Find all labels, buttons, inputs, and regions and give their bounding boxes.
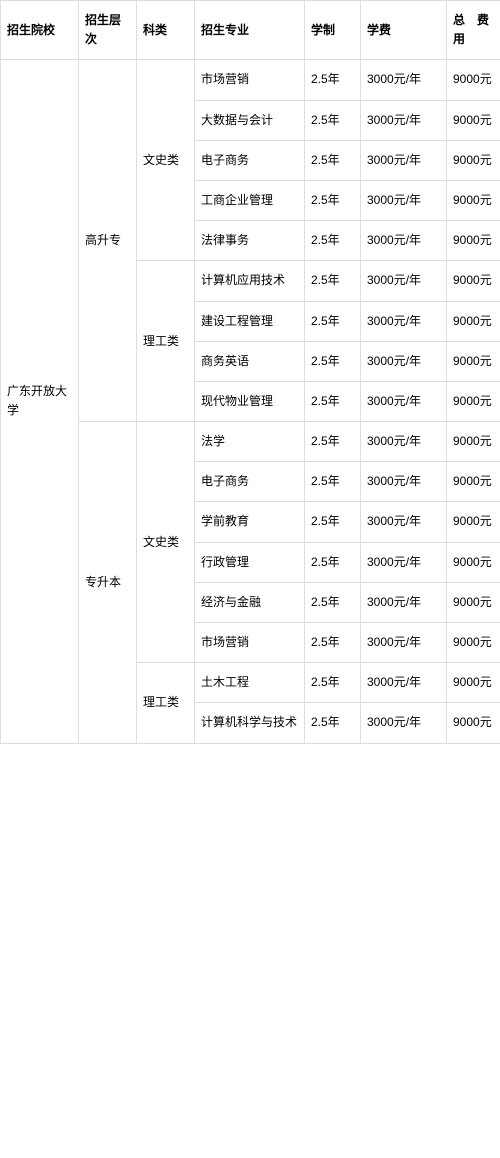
cell-major: 工商企业管理 xyxy=(195,180,305,220)
cell-category: 理工类 xyxy=(137,663,195,743)
cell-total: 9000元 xyxy=(447,542,500,582)
cell-fee: 3000元/年 xyxy=(361,381,447,421)
cell-school: 广东开放大学 xyxy=(1,60,79,743)
cell-fee: 3000元/年 xyxy=(361,623,447,663)
col-fee: 学费 xyxy=(361,1,447,60)
cell-level: 高升专 xyxy=(79,60,137,422)
cell-major: 学前教育 xyxy=(195,502,305,542)
cell-fee: 3000元/年 xyxy=(361,100,447,140)
cell-total: 9000元 xyxy=(447,140,500,180)
cell-fee: 3000元/年 xyxy=(361,140,447,180)
cell-total: 9000元 xyxy=(447,180,500,220)
cell-major: 电子商务 xyxy=(195,462,305,502)
cell-duration: 2.5年 xyxy=(305,703,361,743)
table-header: 招生院校 招生层次 科类 招生专业 学制 学费 总 费用 xyxy=(1,1,500,60)
cell-duration: 2.5年 xyxy=(305,221,361,261)
cell-major: 电子商务 xyxy=(195,140,305,180)
cell-fee: 3000元/年 xyxy=(361,663,447,703)
cell-duration: 2.5年 xyxy=(305,542,361,582)
cell-duration: 2.5年 xyxy=(305,663,361,703)
cell-total: 9000元 xyxy=(447,422,500,462)
cell-fee: 3000元/年 xyxy=(361,502,447,542)
table-body: 广东开放大学高升专文史类市场营销2.5年3000元/年9000元大数据与会计2.… xyxy=(1,60,500,743)
table-header-row: 招生院校 招生层次 科类 招生专业 学制 学费 总 费用 xyxy=(1,1,500,60)
cell-duration: 2.5年 xyxy=(305,502,361,542)
cell-fee: 3000元/年 xyxy=(361,542,447,582)
cell-fee: 3000元/年 xyxy=(361,341,447,381)
cell-duration: 2.5年 xyxy=(305,140,361,180)
cell-duration: 2.5年 xyxy=(305,341,361,381)
cell-total: 9000元 xyxy=(447,341,500,381)
col-category: 科类 xyxy=(137,1,195,60)
cell-total: 9000元 xyxy=(447,582,500,622)
cell-total: 9000元 xyxy=(447,381,500,421)
cell-major: 经济与金融 xyxy=(195,582,305,622)
cell-total: 9000元 xyxy=(447,663,500,703)
col-major: 招生专业 xyxy=(195,1,305,60)
cell-duration: 2.5年 xyxy=(305,180,361,220)
cell-total: 9000元 xyxy=(447,100,500,140)
cell-total: 9000元 xyxy=(447,703,500,743)
cell-major: 土木工程 xyxy=(195,663,305,703)
cell-major: 商务英语 xyxy=(195,341,305,381)
cell-duration: 2.5年 xyxy=(305,381,361,421)
col-total: 总 费用 xyxy=(447,1,500,60)
cell-fee: 3000元/年 xyxy=(361,60,447,100)
col-duration: 学制 xyxy=(305,1,361,60)
cell-total: 9000元 xyxy=(447,301,500,341)
cell-major: 法学 xyxy=(195,422,305,462)
cell-major: 市场营销 xyxy=(195,623,305,663)
cell-fee: 3000元/年 xyxy=(361,703,447,743)
cell-category: 理工类 xyxy=(137,261,195,422)
cell-category: 文史类 xyxy=(137,422,195,663)
cell-duration: 2.5年 xyxy=(305,422,361,462)
cell-fee: 3000元/年 xyxy=(361,301,447,341)
cell-major: 现代物业管理 xyxy=(195,381,305,421)
cell-fee: 3000元/年 xyxy=(361,462,447,502)
cell-duration: 2.5年 xyxy=(305,261,361,301)
cell-duration: 2.5年 xyxy=(305,100,361,140)
cell-fee: 3000元/年 xyxy=(361,180,447,220)
col-school: 招生院校 xyxy=(1,1,79,60)
cell-major: 建设工程管理 xyxy=(195,301,305,341)
cell-major: 计算机科学与技术 xyxy=(195,703,305,743)
cell-total: 9000元 xyxy=(447,221,500,261)
cell-total: 9000元 xyxy=(447,502,500,542)
cell-fee: 3000元/年 xyxy=(361,261,447,301)
cell-fee: 3000元/年 xyxy=(361,582,447,622)
cell-duration: 2.5年 xyxy=(305,60,361,100)
cell-fee: 3000元/年 xyxy=(361,221,447,261)
cell-total: 9000元 xyxy=(447,261,500,301)
cell-fee: 3000元/年 xyxy=(361,422,447,462)
cell-major: 行政管理 xyxy=(195,542,305,582)
cell-total: 9000元 xyxy=(447,60,500,100)
cell-major: 大数据与会计 xyxy=(195,100,305,140)
cell-total: 9000元 xyxy=(447,623,500,663)
cell-level: 专升本 xyxy=(79,422,137,744)
cell-duration: 2.5年 xyxy=(305,623,361,663)
cell-category: 文史类 xyxy=(137,60,195,261)
cell-total: 9000元 xyxy=(447,462,500,502)
cell-major: 计算机应用技术 xyxy=(195,261,305,301)
cell-duration: 2.5年 xyxy=(305,462,361,502)
cell-duration: 2.5年 xyxy=(305,582,361,622)
col-level: 招生层次 xyxy=(79,1,137,60)
table-row: 广东开放大学高升专文史类市场营销2.5年3000元/年9000元 xyxy=(1,60,500,100)
cell-major: 市场营销 xyxy=(195,60,305,100)
cell-major: 法律事务 xyxy=(195,221,305,261)
enrollment-table: 招生院校 招生层次 科类 招生专业 学制 学费 总 费用 广东开放大学高升专文史… xyxy=(0,0,500,744)
cell-duration: 2.5年 xyxy=(305,301,361,341)
